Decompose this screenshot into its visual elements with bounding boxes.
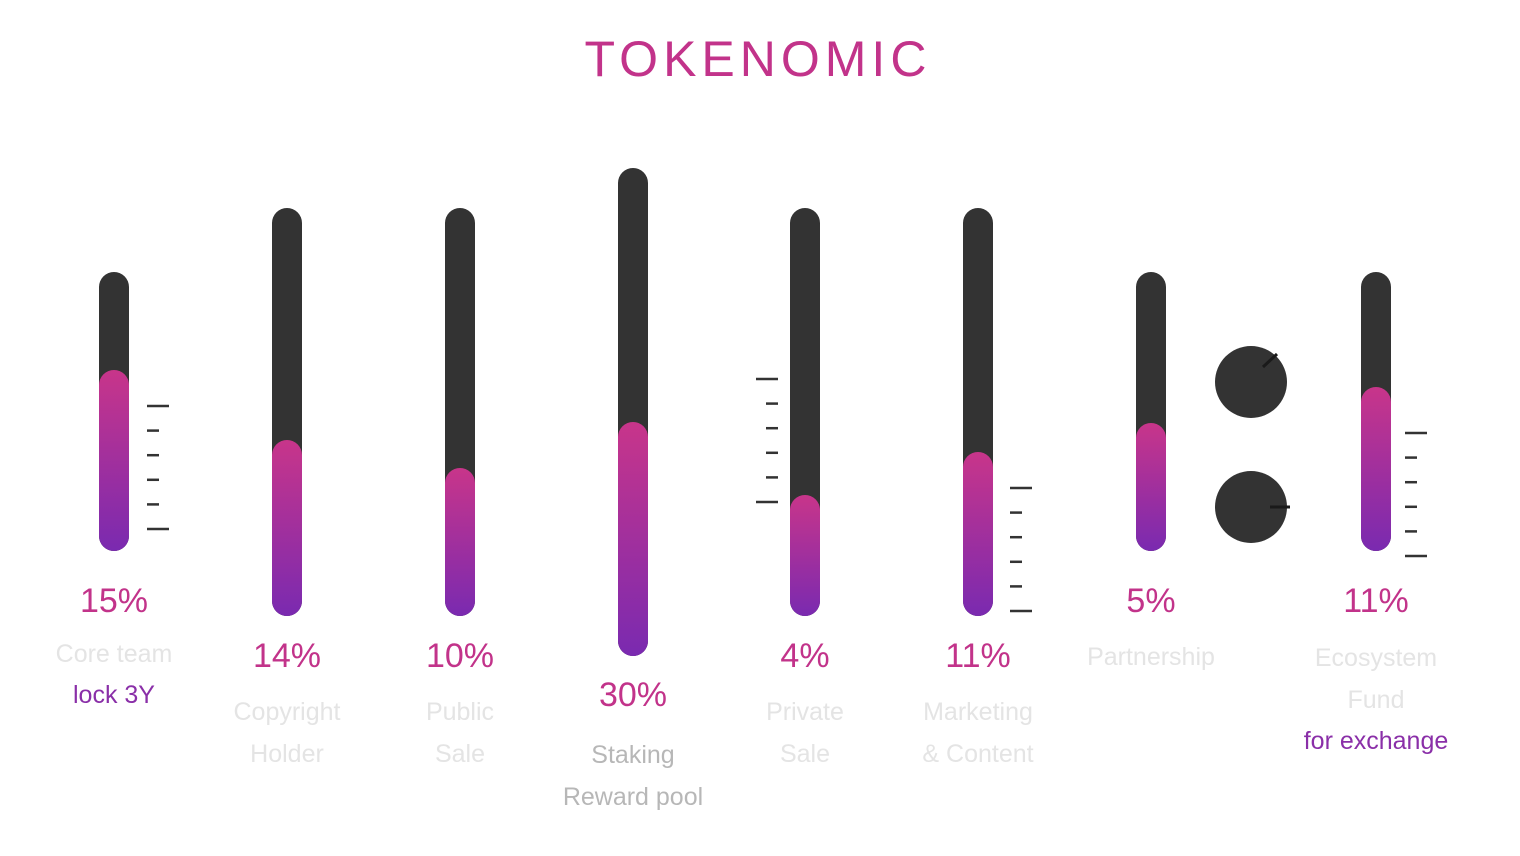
note-label: lock 3Y (73, 681, 155, 709)
bars-group: 15% Core team lock 3Y 14% Copyright Holder 10%… (56, 168, 1449, 811)
category-label: Ecosystem (1315, 644, 1437, 672)
bar-2: 14% Copyright Holder (234, 208, 341, 768)
chart-title: TOKENOMIC (585, 31, 932, 87)
category-label: Copyright (234, 698, 341, 726)
bar-fill (99, 370, 129, 551)
category-label: Partnership (1087, 643, 1215, 671)
value-label: 11% (945, 637, 1011, 675)
category-label: Marketing (923, 698, 1033, 726)
category-label: Sale (780, 740, 830, 768)
knob-icon (1215, 346, 1287, 418)
knob-icon (1215, 471, 1287, 543)
bar-5: 4% Private Sale (756, 208, 844, 768)
bar-1: 15% Core team lock 3Y (56, 272, 173, 709)
category-label: Sale (435, 740, 485, 768)
bar-fill (1136, 423, 1166, 551)
bar-fill (272, 440, 302, 616)
bar-fill (963, 452, 993, 616)
category-label: Fund (1348, 686, 1405, 714)
value-label: 11% (1343, 582, 1409, 620)
category-label: Private (766, 698, 844, 726)
category-label: Core team (56, 640, 173, 668)
value-label: 5% (1126, 582, 1175, 620)
bar-3: 10% Public Sale (426, 208, 494, 768)
knob-indicator (1261, 352, 1279, 369)
value-label: 30% (599, 676, 667, 714)
value-label: 4% (780, 637, 829, 675)
value-label: 14% (253, 637, 321, 675)
bar-6: 11% Marketing & Content (922, 208, 1034, 768)
bar-fill (1361, 387, 1391, 551)
category-label: Reward pool (563, 783, 703, 811)
value-label: 15% (80, 582, 148, 620)
value-label: 10% (426, 637, 494, 675)
category-label: Staking (591, 741, 674, 769)
bar-fill (445, 468, 475, 616)
category-label: Public (426, 698, 494, 726)
note-label: for exchange (1304, 727, 1449, 755)
category-label: Holder (250, 740, 324, 768)
category-label: & Content (922, 740, 1033, 768)
bar-7: 5% Partnership (1087, 272, 1290, 671)
bar-fill (618, 422, 648, 656)
bar-4: 30% Staking Reward pool (563, 168, 703, 811)
bar-8: 11% Ecosystem Fund for exchange (1304, 272, 1449, 755)
bar-fill (790, 495, 820, 616)
